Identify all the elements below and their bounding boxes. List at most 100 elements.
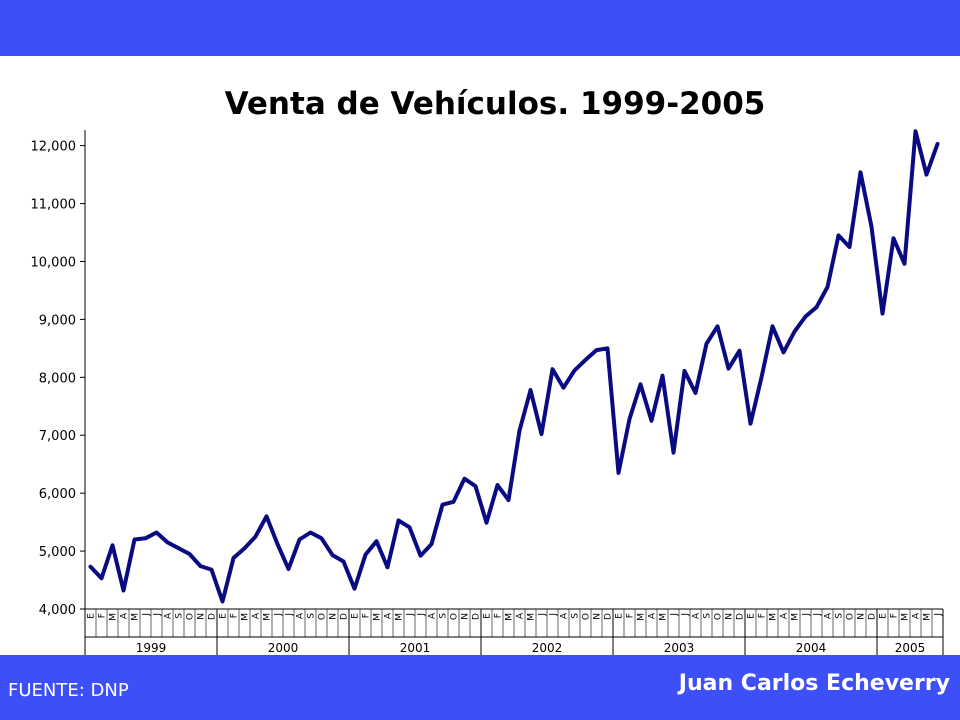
month-tick-label: J xyxy=(406,613,416,617)
month-tick-label: A xyxy=(648,612,658,619)
month-tick-label: M xyxy=(527,613,537,621)
month-tick-label: M xyxy=(769,613,779,621)
month-tick-label: O xyxy=(846,613,856,620)
month-tick-label: M xyxy=(263,613,273,621)
month-tick-label: D xyxy=(340,613,350,620)
top-banner xyxy=(0,0,960,56)
month-tick-label: D xyxy=(868,613,878,620)
series-group xyxy=(88,129,940,604)
month-tick-label: A xyxy=(296,612,306,619)
month-tick-label: S xyxy=(307,613,317,619)
month-tick-label: A xyxy=(164,612,174,619)
month-tick-label: E xyxy=(483,613,493,619)
month-tick-label: F xyxy=(494,613,504,618)
month-tick-label: J xyxy=(417,613,427,617)
month-tick-label: D xyxy=(604,613,614,620)
y-tick-label: 4,000 xyxy=(39,603,76,618)
month-tick-label: J xyxy=(274,613,284,617)
month-tick-label: J xyxy=(153,613,163,617)
month-tick-label: A xyxy=(516,612,526,619)
year-tick-label: 2004 xyxy=(796,641,827,655)
year-tick-label: 2005 xyxy=(895,641,926,655)
year-tick-label: 1999 xyxy=(136,641,167,655)
month-tick-label: S xyxy=(703,613,713,619)
month-tick-label: O xyxy=(582,613,592,620)
month-tick-label: M xyxy=(637,613,647,621)
month-tick-label: O xyxy=(318,613,328,620)
month-tick-label: N xyxy=(725,613,735,620)
month-tick-label: E xyxy=(747,613,757,619)
y-tick-label: 7,000 xyxy=(39,429,76,444)
month-tick-label: E xyxy=(219,613,229,619)
month-tick-label: N xyxy=(857,613,867,620)
author-label: Juan Carlos Echeverry xyxy=(678,671,950,696)
month-tick-label: J xyxy=(670,613,680,617)
year-tick-label: 2003 xyxy=(664,641,695,655)
month-tick-label: A xyxy=(252,612,262,619)
month-tick-label: M xyxy=(923,613,933,621)
month-tick-label: S xyxy=(571,613,581,619)
chart-title: Venta de Vehículos. 1999-2005 xyxy=(224,86,766,122)
month-tick-label: A xyxy=(824,612,834,619)
y-axis-ticks: 4,000 5,000 6,000 7,000 8,000 9,000 10,000 11,0… xyxy=(31,140,85,618)
month-tick-label: J xyxy=(681,613,691,617)
month-tick-label: N xyxy=(593,613,603,620)
month-tick-label: F xyxy=(626,613,636,618)
source-label: FUENTE: DNP xyxy=(8,680,129,701)
month-tick-label: M xyxy=(241,613,251,621)
month-tick-label: D xyxy=(472,613,482,620)
month-tick-label: N xyxy=(197,613,207,620)
month-tick-label: F xyxy=(362,613,372,618)
month-tick-label: E xyxy=(87,613,97,619)
month-tick-label: J xyxy=(813,613,823,617)
month-tick-label: M xyxy=(395,613,405,621)
y-tick-label: 5,000 xyxy=(39,545,76,560)
month-tick-label: O xyxy=(450,613,460,620)
year-tick-label: 2000 xyxy=(268,641,299,655)
month-tick-label: A xyxy=(912,612,922,619)
month-tick-label: F xyxy=(230,613,240,618)
month-tick-label: J xyxy=(802,613,812,617)
month-tick-label: M xyxy=(109,613,119,621)
month-tick-label: J xyxy=(934,613,944,617)
month-tick-label: M xyxy=(791,613,801,621)
month-tick-label: M xyxy=(373,613,383,621)
month-tick-label: S xyxy=(439,613,449,619)
month-tick-label: J xyxy=(285,613,295,617)
month-tick-label: F xyxy=(890,613,900,618)
month-tick-label: E xyxy=(879,613,889,619)
month-tick-label: A xyxy=(120,612,130,619)
y-tick-label: 11,000 xyxy=(31,198,77,213)
month-tick-label: M xyxy=(901,613,911,621)
month-tick-label: D xyxy=(736,613,746,620)
month-tick-label: F xyxy=(98,613,108,618)
month-tick-label: J xyxy=(142,613,152,617)
year-tick-label: 2001 xyxy=(400,641,431,655)
year-tick-label: 2002 xyxy=(532,641,563,655)
month-tick-label: J xyxy=(549,613,559,617)
y-tick-label: 9,000 xyxy=(39,313,76,328)
month-tick-label: M xyxy=(131,613,141,621)
month-tick-label: M xyxy=(505,613,515,621)
bottom-banner xyxy=(0,655,960,720)
month-tick-label: S xyxy=(835,613,845,619)
month-tick-label: N xyxy=(461,613,471,620)
month-tick-label: A xyxy=(560,612,570,619)
month-tick-label: M xyxy=(659,613,669,621)
month-tick-label: N xyxy=(329,613,339,620)
month-tick-label: D xyxy=(208,613,218,620)
month-tick-label: E xyxy=(351,613,361,619)
month-tick-label: A xyxy=(692,612,702,619)
month-tick-label: J xyxy=(538,613,548,617)
y-tick-label: 12,000 xyxy=(31,140,77,155)
y-tick-label: 8,000 xyxy=(39,371,76,386)
month-tick-label: E xyxy=(615,613,625,619)
month-tick-label: F xyxy=(758,613,768,618)
y-tick-label: 10,000 xyxy=(31,255,77,270)
month-tick-label: O xyxy=(186,613,196,620)
month-tick-label: A xyxy=(428,612,438,619)
month-tick-label: O xyxy=(714,613,724,620)
series-line-ventas xyxy=(88,129,940,604)
